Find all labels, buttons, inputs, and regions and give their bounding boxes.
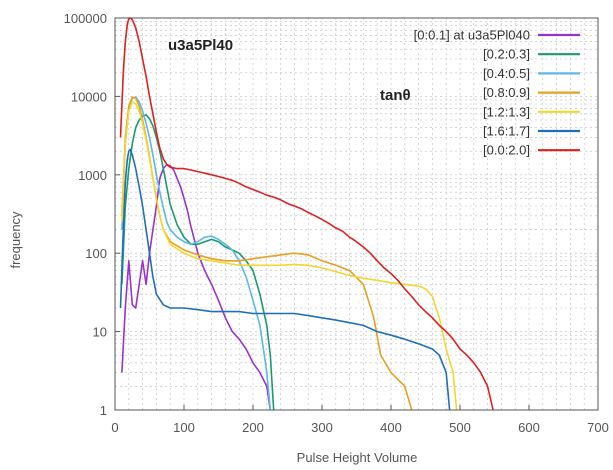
x-tick-label: 200 xyxy=(242,420,264,435)
y-tick-label: 1 xyxy=(100,403,107,418)
series-layer xyxy=(119,17,494,411)
series-line-3 xyxy=(121,96,272,411)
y-tick-label: 1000 xyxy=(78,168,107,183)
legend-label-4: [0.8:0.9] xyxy=(483,85,530,100)
x-tick-label: 600 xyxy=(518,420,540,435)
y-tick-label: 100000 xyxy=(64,11,107,26)
axes: 0 100 200 300 400 500 600 700 1 10 100 1000 10000 100… xyxy=(64,11,609,435)
legend: [0:0.1] at u3a5Pl040 [0.2:0.3] [0.4:0.5] [0… xyxy=(414,28,580,158)
legend-label-3: [0.4:0.5] xyxy=(483,66,530,81)
x-tick-label: 500 xyxy=(449,420,471,435)
y-axis-title: frequency xyxy=(8,211,23,269)
plot-border xyxy=(114,17,599,411)
x-tick-label: 700 xyxy=(587,420,609,435)
legend-label-7: [0.0:2.0] xyxy=(483,143,530,158)
legend-label-2: [0.2:0.3] xyxy=(483,47,530,62)
legend-label-1: [0:0.1] at u3a5Pl040 xyxy=(414,28,530,43)
plot-background xyxy=(115,18,598,410)
y-tick-label: 100 xyxy=(85,246,107,261)
y-tick-label: 10 xyxy=(93,325,107,340)
series-line-2 xyxy=(121,114,275,411)
series-line-6 xyxy=(119,148,451,411)
x-tick-label: 300 xyxy=(311,420,333,435)
series-line-7 xyxy=(119,17,494,411)
annotation-sample-id: u3a5Pl40 xyxy=(168,37,233,54)
x-tick-label: 100 xyxy=(173,420,195,435)
series-line-1 xyxy=(121,163,272,411)
legend-label-6: [1.6:1.7] xyxy=(483,124,530,139)
x-axis-title: Pulse Height Volume xyxy=(297,450,418,465)
series-line-4 xyxy=(121,96,413,411)
series-line-5 xyxy=(121,101,458,411)
annotation-tan-theta: tanθ xyxy=(380,87,411,104)
x-tick-label: 400 xyxy=(380,420,402,435)
x-tick-label: 0 xyxy=(111,420,118,435)
legend-label-5: [1.2:1.3] xyxy=(483,104,530,119)
y-tick-label: 10000 xyxy=(71,89,107,104)
plot-area xyxy=(115,18,598,410)
